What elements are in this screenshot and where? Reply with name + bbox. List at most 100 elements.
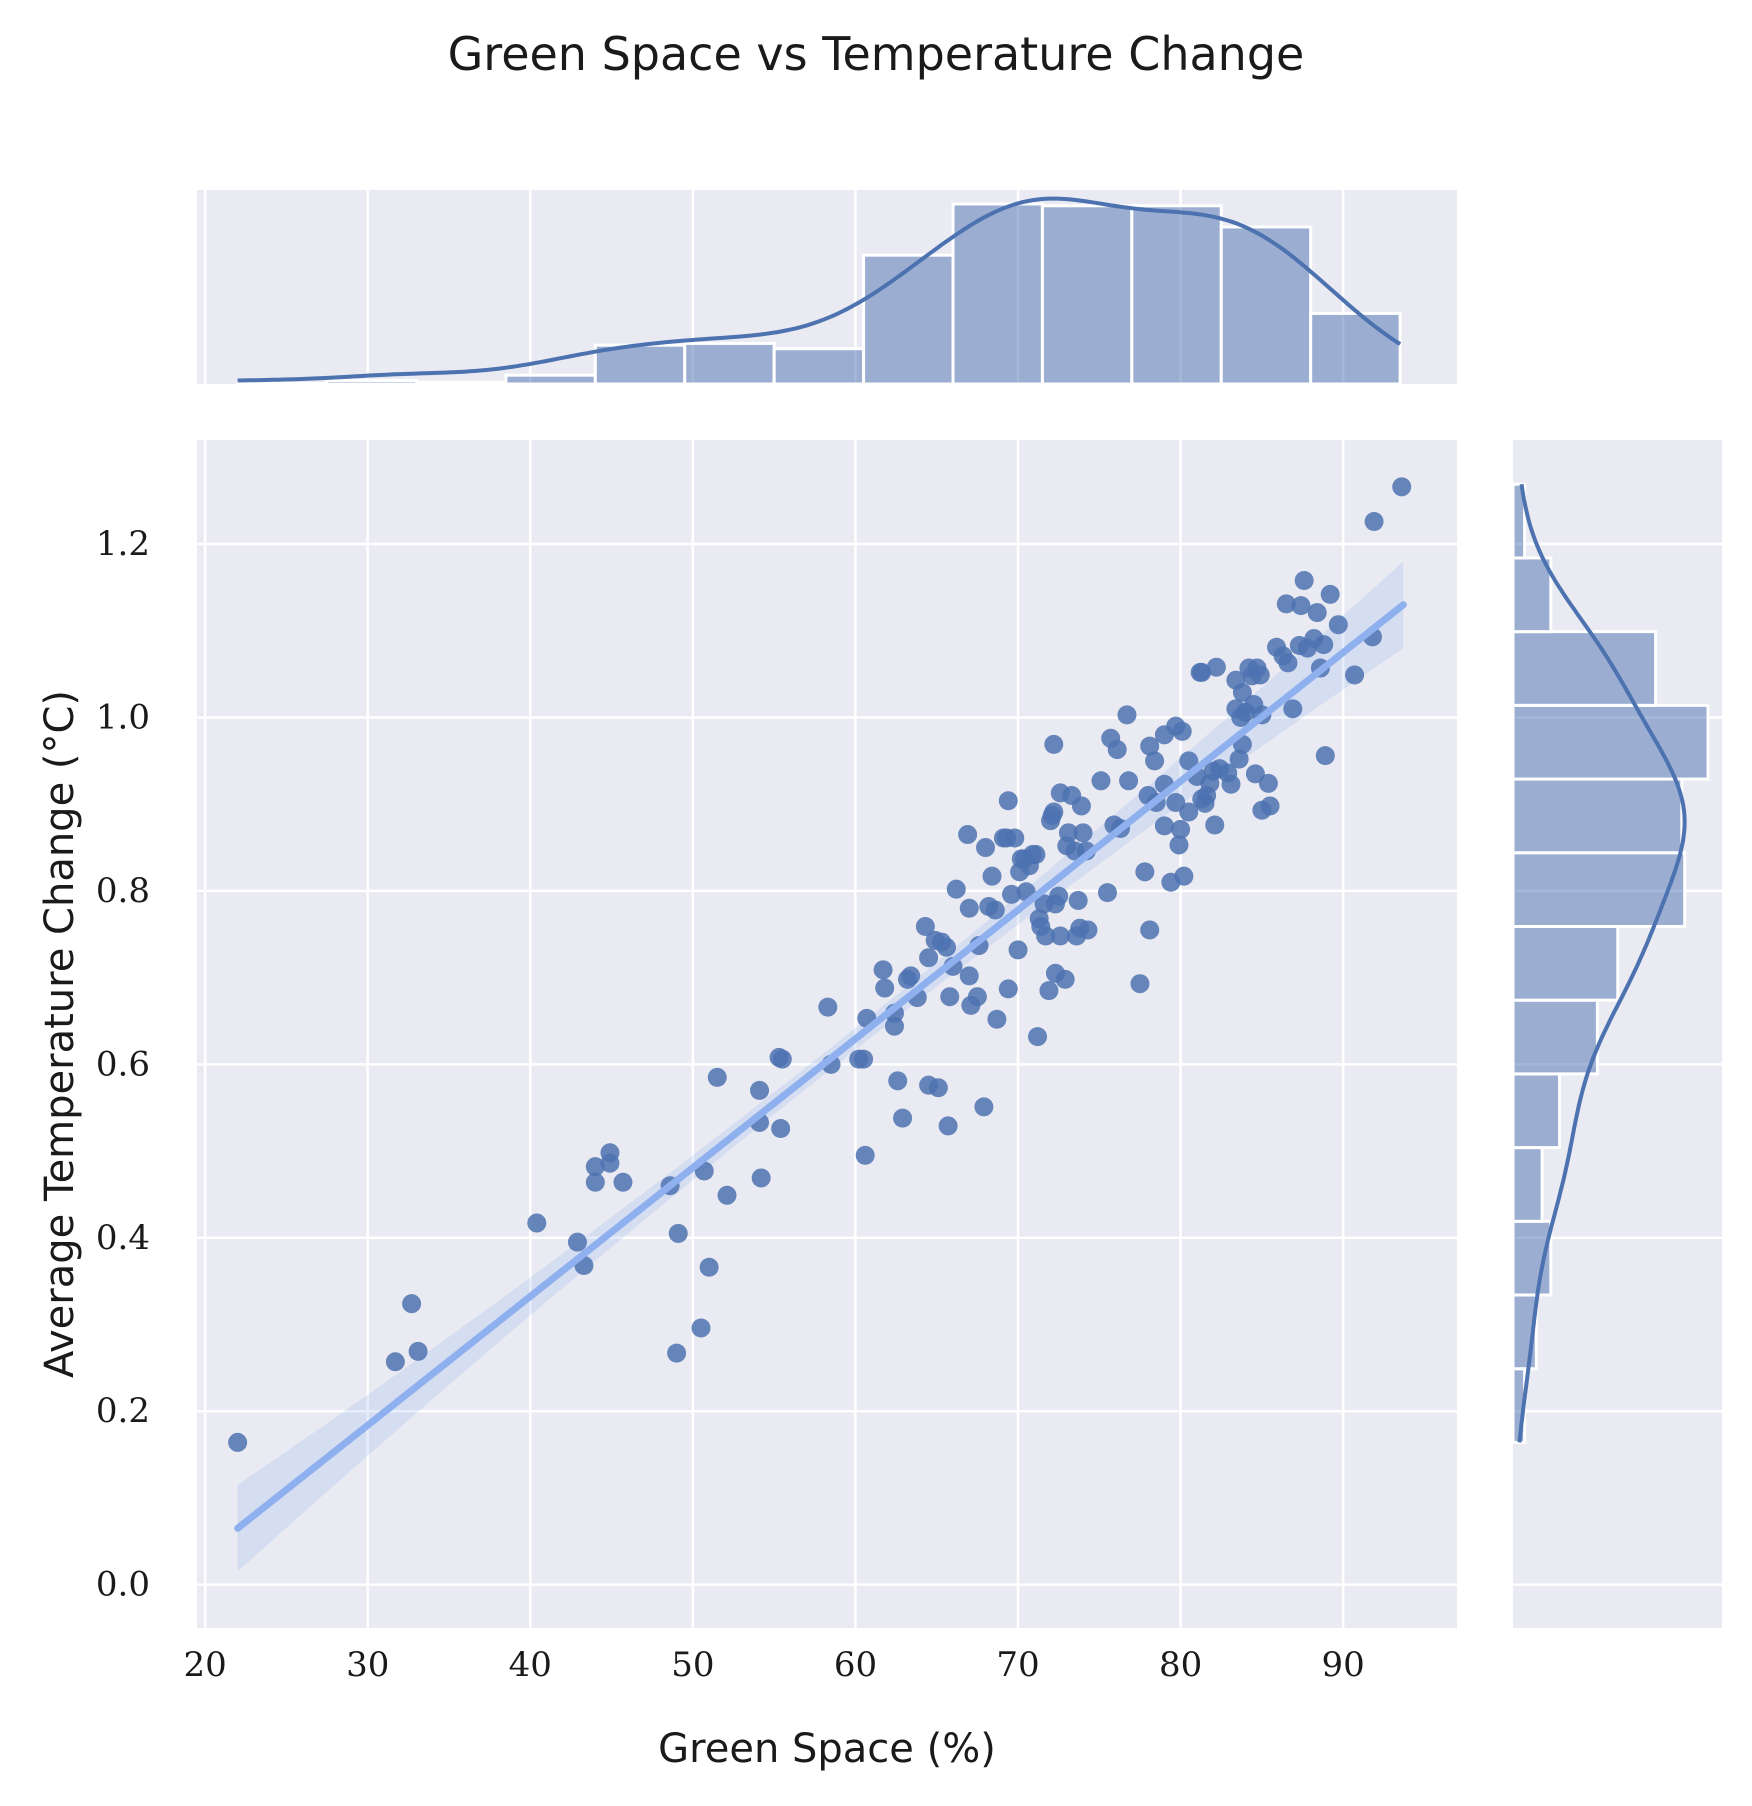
scatter-point [946,879,966,899]
scatter-point [1026,844,1046,864]
x-histogram-bar [504,373,597,386]
y-histogram-bar [1511,851,1687,928]
scatter-point [1172,721,1192,741]
scatter-point [1206,657,1226,677]
scatter-point [1107,740,1127,760]
scatter-point [1002,884,1022,904]
scatter-point [985,900,1005,920]
scatter-point [1049,886,1069,906]
x-histogram-bar [325,378,418,386]
scatter-point [1140,920,1160,940]
scatter-point [1071,796,1091,816]
scatter-background [197,440,1457,1628]
scatter-point [928,1078,948,1098]
scatter-point [1307,603,1327,623]
y-tick-labels: 0.0 0.2 0.4 0.6 0.8 1.0 1.2 [96,524,150,1605]
scatter-point [1166,792,1186,812]
scatter-point [1320,584,1340,604]
scatter-point [699,1257,719,1277]
y-tick-label: 0.0 [96,1565,150,1605]
scatter-point [1068,890,1088,910]
scatter-point [1154,816,1174,836]
scatter-point [888,1071,908,1091]
x-histogram-bar [1219,225,1313,386]
y-histogram-bar [1511,924,1620,1002]
scatter-point [1005,828,1025,848]
y-tick-label: 1.2 [96,524,150,564]
scatter-point [1140,736,1160,756]
scatter-point [1364,512,1384,532]
scatter-point [1179,751,1199,771]
regression-line [234,601,1407,1532]
scatter-point [875,978,895,998]
scatter-point [1245,764,1265,784]
x-tick-label: 80 [1159,1645,1202,1685]
scatter-point [1028,1027,1048,1047]
x-tick-label: 50 [671,1645,714,1685]
y-histogram-bar [1511,998,1599,1076]
y-histogram-bar [1511,777,1684,855]
scatter-point [967,987,987,1007]
scatter-point [1008,940,1028,960]
scatter-point [1276,594,1296,614]
y-tick-label: 1.0 [96,697,150,737]
scatter-point [772,1049,792,1069]
scatter-point [1055,969,1075,989]
scatter-point [982,866,1002,886]
x-tick-label: 30 [346,1645,389,1685]
scatter-point [1260,796,1280,816]
scatter-point [1044,734,1064,754]
scatter-point [750,1080,770,1100]
y-tick-label: 0.4 [96,1218,150,1258]
x-marginal-histogram [197,190,1457,386]
scatter-point [600,1153,620,1173]
scatter-point [1315,746,1335,766]
y-histogram-bar [1511,1072,1562,1150]
scatter-point [1078,920,1098,940]
scatter-point [1174,866,1194,886]
scatter-point [1119,771,1139,791]
scatter-point [987,1009,1007,1029]
scatter-point [1169,835,1189,855]
scatter-point [585,1157,605,1177]
scatter-point [691,1318,711,1338]
y-histogram-bar [1511,630,1658,707]
scatter-point [1091,771,1111,791]
scatter-point [527,1213,547,1233]
scatter-point [1039,981,1059,1001]
y-axis-label: Average Temperature Change (°C) [37,690,83,1378]
x-kde-curve [237,196,1402,383]
scatter-point [228,1432,248,1452]
y-histogram-bar [1511,703,1710,781]
scatter-point [959,898,979,918]
x-tick-label: 90 [1322,1645,1365,1685]
scatter-point [707,1067,727,1087]
scatter-point [1058,823,1078,843]
scatter-point [1294,570,1314,590]
scatter-point [936,937,956,957]
x-tick-label: 70 [996,1645,1039,1685]
y-histogram-bar [1511,556,1553,634]
x-tick-label: 40 [509,1645,552,1685]
scatter-point [717,1185,737,1205]
x-histogram-bar [772,347,866,386]
scatter-point [1345,665,1365,685]
scatter-point [1192,662,1212,682]
chart-title: Green Space vs Temperature Change [448,27,1305,81]
scatter-point [1278,653,1298,673]
scatter-point [1130,974,1150,994]
y-tick-label: 0.8 [96,871,150,911]
x-histogram-bar [1309,311,1402,386]
y-tick-label: 0.2 [96,1391,150,1431]
scatter-point [1044,802,1064,822]
scatter-point [667,1343,687,1363]
scatter-point [1392,477,1412,497]
x-histogram-bar [593,343,687,386]
scatter-point [1250,665,1270,685]
scatter-point [1097,883,1117,903]
scatter-point [1221,774,1241,794]
x-histogram-bar [1040,204,1134,386]
scatter-point [1171,819,1191,839]
scatter-point [402,1294,422,1314]
